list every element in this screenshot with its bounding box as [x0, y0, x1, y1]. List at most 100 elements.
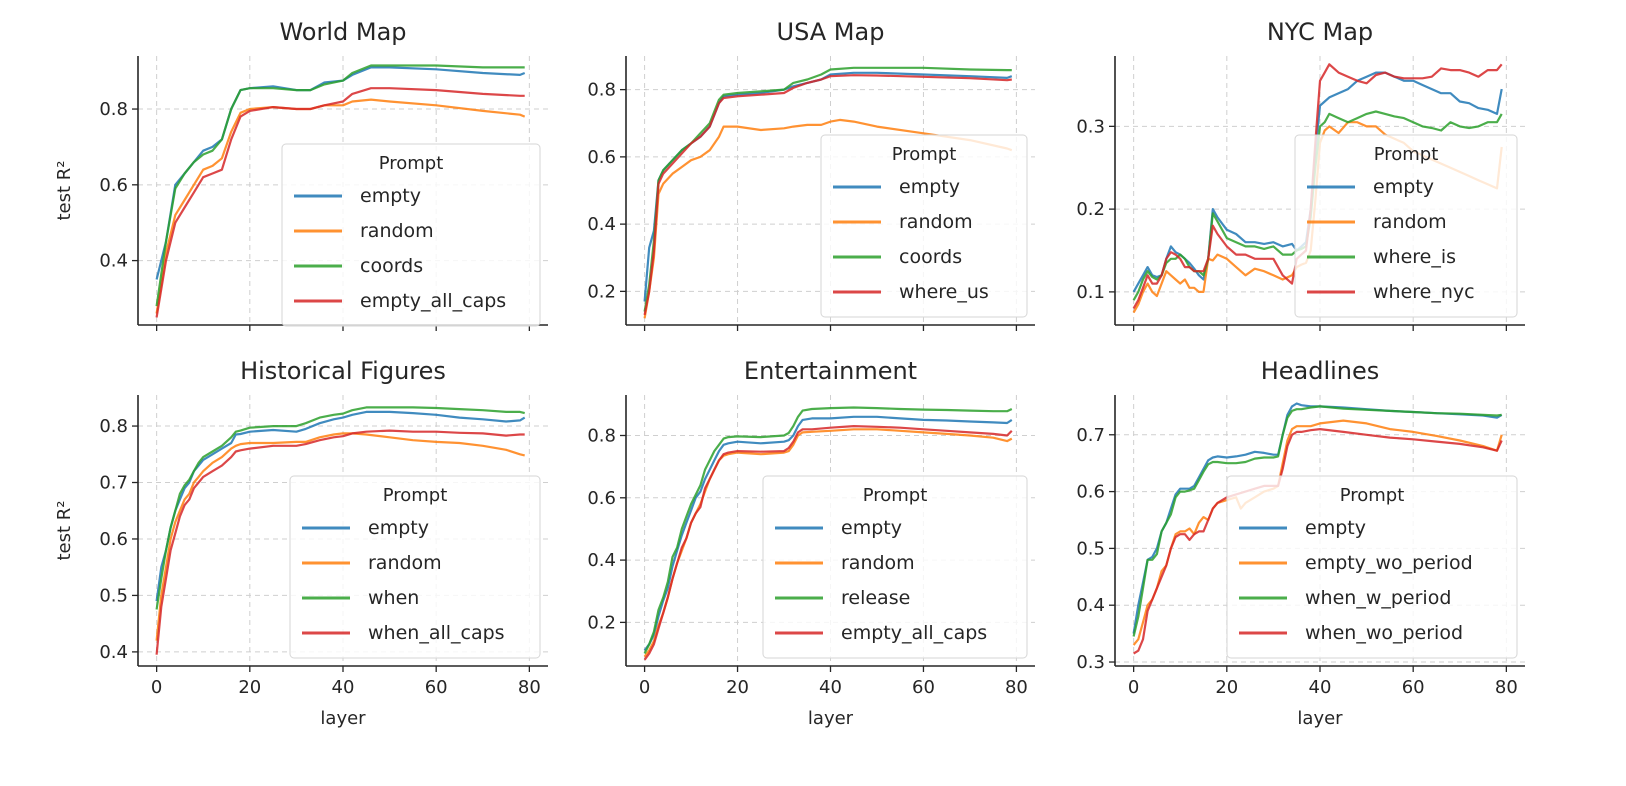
legend: Prompt empty random release empty_all_caps: [762, 475, 1028, 659]
legend-entry: empty_all_caps: [360, 290, 506, 312]
legend-entry: random: [841, 552, 915, 574]
legend-entry: coords: [899, 246, 962, 268]
legend-entry: empty: [1373, 176, 1434, 198]
y-tick-label: 0.7: [1076, 425, 1105, 446]
series-line-when: [155, 406, 525, 610]
y-tick-label: 0.2: [1076, 199, 1105, 220]
legend-entry: coords: [360, 255, 423, 277]
series-line-when-w-period: [1132, 405, 1502, 637]
legend-entry: when_all_caps: [368, 622, 505, 644]
series-line-empty: [643, 415, 1013, 652]
y-tick-label: 0.6: [99, 529, 128, 550]
x-tick-label: 80: [1005, 677, 1028, 698]
y-tick-label: 0.1: [1076, 282, 1105, 303]
y-tick-label: 0.4: [99, 251, 128, 272]
legend-title: Prompt: [863, 485, 928, 506]
panel-historical-figures: 0 20 40 60 80 0.4 0.5 0.6 0.7 0.8 Historical Figur…: [54, 357, 548, 729]
legend-frame: [289, 475, 541, 659]
y-tick-label: 0.8: [99, 416, 128, 437]
legend: Prompt empty random when when_all_caps: [289, 475, 541, 659]
x-tick-label: 40: [332, 677, 355, 698]
x-tick-label: 80: [518, 677, 541, 698]
chart-title: Historical Figures: [240, 357, 446, 385]
y-tick-label: 0.4: [99, 642, 128, 663]
series-line-when-all-caps: [155, 429, 525, 655]
legend: Prompt empty random where_is where_nyc: [1294, 134, 1518, 318]
legend-entry: when: [368, 587, 419, 609]
x-tick-label: 60: [912, 677, 935, 698]
y-axis-label: test R²: [54, 500, 75, 560]
series-line-empty-all-caps: [155, 87, 525, 318]
x-tick-label: 0: [1128, 677, 1139, 698]
y-tick-label: 0.3: [1076, 116, 1105, 137]
panel-nyc-map: 0.1 0.2 0.3 NYC Map Prompt empty random where_i…: [1076, 18, 1525, 331]
x-tick-label: 20: [726, 677, 749, 698]
series-line-coords: [643, 66, 1012, 312]
legend-entry: empty: [360, 185, 421, 207]
legend-entry: empty_all_caps: [841, 622, 987, 644]
legend-title: Prompt: [1374, 144, 1439, 165]
x-tick-label: 80: [1495, 677, 1518, 698]
y-tick-label: 0.8: [587, 80, 616, 101]
x-tick-label: 20: [238, 677, 261, 698]
legend-entry: empty: [841, 517, 902, 539]
legend-frame: [1226, 475, 1518, 659]
chart-title: World Map: [279, 18, 406, 46]
series-line-empty-all-caps: [643, 425, 1013, 661]
legend-entry: empty: [899, 176, 960, 198]
x-tick-label: 60: [425, 677, 448, 698]
legend-frame: [762, 475, 1028, 659]
series-line-where-is: [1132, 110, 1503, 301]
legend-entry: random: [899, 211, 973, 233]
panel-usa-map: 0.2 0.4 0.6 0.8 USA Map Prompt empty random coor…: [587, 18, 1035, 331]
y-tick-label: 0.6: [99, 175, 128, 196]
legend-entry: where_is: [1373, 246, 1456, 268]
y-tick-label: 0.8: [99, 99, 128, 120]
legend-title: Prompt: [1340, 485, 1405, 506]
legend-entry: where_nyc: [1373, 281, 1475, 303]
x-tick-label: 0: [639, 677, 650, 698]
x-axis-label: layer: [1297, 708, 1343, 729]
x-axis-label: layer: [320, 708, 366, 729]
legend-frame: [281, 143, 541, 327]
legend: Prompt empty random coords where_us: [820, 134, 1028, 318]
x-tick-label: 40: [819, 677, 842, 698]
series-line-where-us: [643, 74, 1012, 316]
legend-entry: empty: [1305, 517, 1366, 539]
legend-title: Prompt: [383, 485, 448, 506]
legend-frame: [1294, 134, 1518, 318]
y-tick-label: 0.5: [1076, 538, 1105, 559]
legend-entry: random: [368, 552, 442, 574]
panel-entertainment: 0 20 40 60 80 0.2 0.4 0.6 0.8 Entertainment layer P…: [587, 357, 1035, 729]
legend-entry: when_wo_period: [1305, 622, 1463, 644]
legend-title: Prompt: [892, 144, 957, 165]
chart-title: Headlines: [1261, 357, 1380, 385]
y-tick-label: 0.4: [587, 550, 616, 571]
y-tick-label: 0.2: [587, 281, 616, 302]
y-tick-label: 0.8: [587, 425, 616, 446]
x-axis-label: layer: [808, 708, 854, 729]
x-tick-label: 20: [1215, 677, 1238, 698]
y-tick-label: 0.5: [99, 585, 128, 606]
legend-entry: random: [360, 220, 434, 242]
chart-title: NYC Map: [1267, 18, 1373, 46]
y-tick-label: 0.3: [1076, 652, 1105, 673]
y-tick-label: 0.4: [587, 214, 616, 235]
y-axis-label: test R²: [54, 160, 75, 220]
legend: Prompt empty empty_wo_period when_w_periodw…: [1226, 475, 1518, 659]
x-tick-label: 0: [151, 677, 162, 698]
legend-entry: empty_wo_period: [1305, 552, 1473, 574]
legend-entry: when_w_period: [1305, 587, 1451, 609]
series-line-empty: [1132, 71, 1503, 293]
x-tick-label: 40: [1309, 677, 1332, 698]
series-line-coords: [155, 64, 525, 307]
legend: Prompt empty random coords empty_all_caps: [281, 143, 541, 327]
y-tick-label: 0.6: [587, 488, 616, 509]
legend-entry: empty: [368, 517, 429, 539]
x-tick-label: 60: [1402, 677, 1425, 698]
y-tick-label: 0.7: [99, 473, 128, 494]
chart-title: USA Map: [777, 18, 885, 46]
chart-title: Entertainment: [744, 357, 917, 385]
series-line-release: [643, 406, 1013, 654]
